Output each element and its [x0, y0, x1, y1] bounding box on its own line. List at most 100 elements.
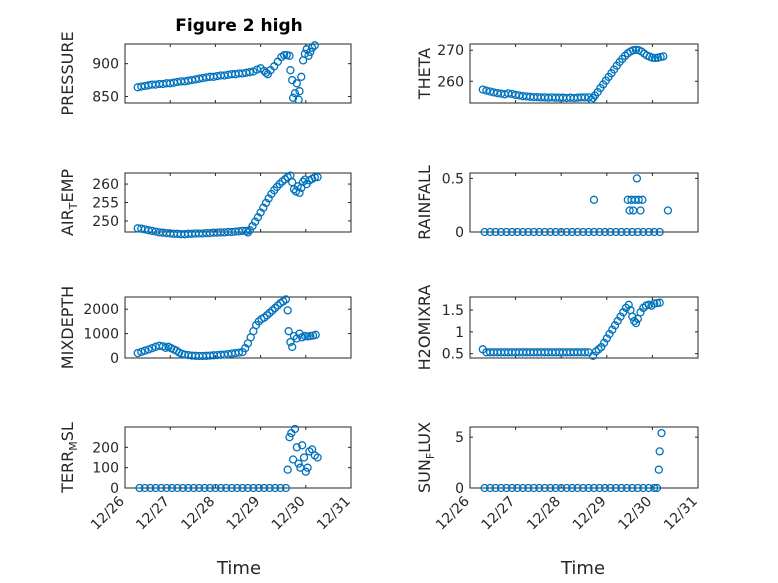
- data-point: [663, 206, 673, 215]
- data-point: [265, 483, 274, 493]
- data-point: [173, 483, 182, 493]
- y-axis-label: AIRTEMP: [58, 169, 80, 236]
- data-point: [625, 206, 634, 215]
- data-point: [524, 483, 533, 493]
- data-point: [589, 483, 599, 493]
- data-point: [599, 338, 609, 347]
- data-point: [578, 483, 588, 493]
- data-point: [261, 68, 271, 77]
- data-point: [205, 483, 215, 493]
- axes-box: [124, 172, 352, 233]
- data-point: [194, 483, 204, 493]
- y-tick-label: 200: [92, 440, 119, 456]
- data-point: [482, 86, 491, 95]
- data-point: [611, 227, 621, 237]
- data-point: [254, 483, 263, 493]
- data-point: [234, 348, 244, 357]
- data-point: [652, 483, 662, 493]
- data-point: [639, 483, 648, 493]
- data-point: [650, 299, 659, 308]
- x-tick-label: 12/27: [133, 494, 173, 534]
- axes-box: [124, 426, 352, 489]
- data-point: [281, 295, 291, 304]
- data-point: [628, 483, 637, 493]
- data-point: [245, 226, 254, 235]
- data-point: [551, 227, 560, 237]
- y-tick-label: 0: [455, 481, 464, 497]
- x-axis-label-right: Time: [560, 558, 605, 579]
- y-tick-label: 0: [110, 351, 119, 367]
- data-point: [167, 483, 177, 493]
- data-point: [557, 227, 566, 237]
- data-point: [602, 334, 611, 343]
- data-point: [147, 344, 157, 353]
- y-axis-label: MIXDEPTH: [58, 286, 77, 369]
- y-axis-label: H2OMIXRA: [415, 285, 434, 371]
- data-point: [307, 43, 317, 53]
- subplot-8: 12/26 12/27 12/28 12/29 12/30 12/31 0 5 SUNFLUX: [415, 422, 701, 533]
- y-axis-label: RAINFALL: [415, 165, 434, 240]
- y-tick-label: 255: [92, 196, 119, 212]
- data-point: [311, 330, 320, 339]
- x-tick-label: 12/31: [661, 494, 701, 534]
- y-tick-label: 900: [92, 57, 119, 73]
- x-tick-label: 12/30: [269, 494, 309, 534]
- data-point: [518, 227, 528, 237]
- data-point: [297, 72, 306, 81]
- data-point: [580, 348, 590, 357]
- data-point: [243, 228, 253, 237]
- data-point: [636, 206, 645, 215]
- data-point: [610, 321, 620, 330]
- data-point: [283, 306, 292, 315]
- data-point: [184, 483, 193, 493]
- figure-title: Figure 2 high: [175, 16, 303, 36]
- data-point: [546, 227, 555, 237]
- data-point: [589, 227, 599, 237]
- data-point: [273, 301, 282, 310]
- axes-box: [469, 426, 699, 489]
- data-point: [606, 227, 615, 237]
- y-tick-label: 0.5: [442, 347, 464, 363]
- subplot-7: 12/26 12/27 12/28 12/29 12/30 12/31 0 100 200 TER…: [58, 422, 354, 533]
- data-point: [513, 483, 522, 493]
- data-point: [491, 483, 500, 493]
- data-point: [268, 306, 277, 315]
- data-point: [639, 227, 648, 237]
- data-point: [290, 424, 300, 434]
- y-axis-label: PRESSURE: [58, 31, 77, 115]
- data-point: [655, 447, 664, 456]
- y-tick-label: 270: [437, 43, 464, 59]
- data-point: [600, 483, 610, 493]
- data-point: [144, 345, 153, 354]
- data-point: [650, 483, 659, 493]
- data-point: [633, 227, 642, 237]
- y-axis-label: TERRMSL: [58, 422, 80, 494]
- data-point: [275, 179, 284, 189]
- data-point: [281, 483, 291, 493]
- data-point: [629, 46, 638, 55]
- data-point: [162, 483, 171, 493]
- data-point: [529, 227, 538, 237]
- data-point: [200, 483, 209, 493]
- data-point: [584, 483, 593, 493]
- subplot-5: 0 1000 2000 MIXDEPTH: [58, 286, 352, 369]
- x-tick-label: 12/27: [479, 494, 519, 534]
- y-tick-label: 100: [92, 461, 119, 477]
- axes-box: [469, 296, 699, 359]
- data-point: [589, 195, 599, 204]
- data-point: [295, 87, 304, 96]
- data-point: [478, 85, 487, 94]
- data-point: [595, 483, 604, 493]
- data-point: [310, 173, 319, 182]
- data-point: [286, 337, 295, 347]
- y-axis-label: THETA: [415, 48, 434, 100]
- data-point: [567, 483, 577, 493]
- data-point: [502, 227, 511, 237]
- data-point: [288, 93, 298, 102]
- data-point: [290, 89, 300, 98]
- data-point: [298, 441, 307, 450]
- data-point: [535, 227, 544, 237]
- data-point: [285, 51, 294, 60]
